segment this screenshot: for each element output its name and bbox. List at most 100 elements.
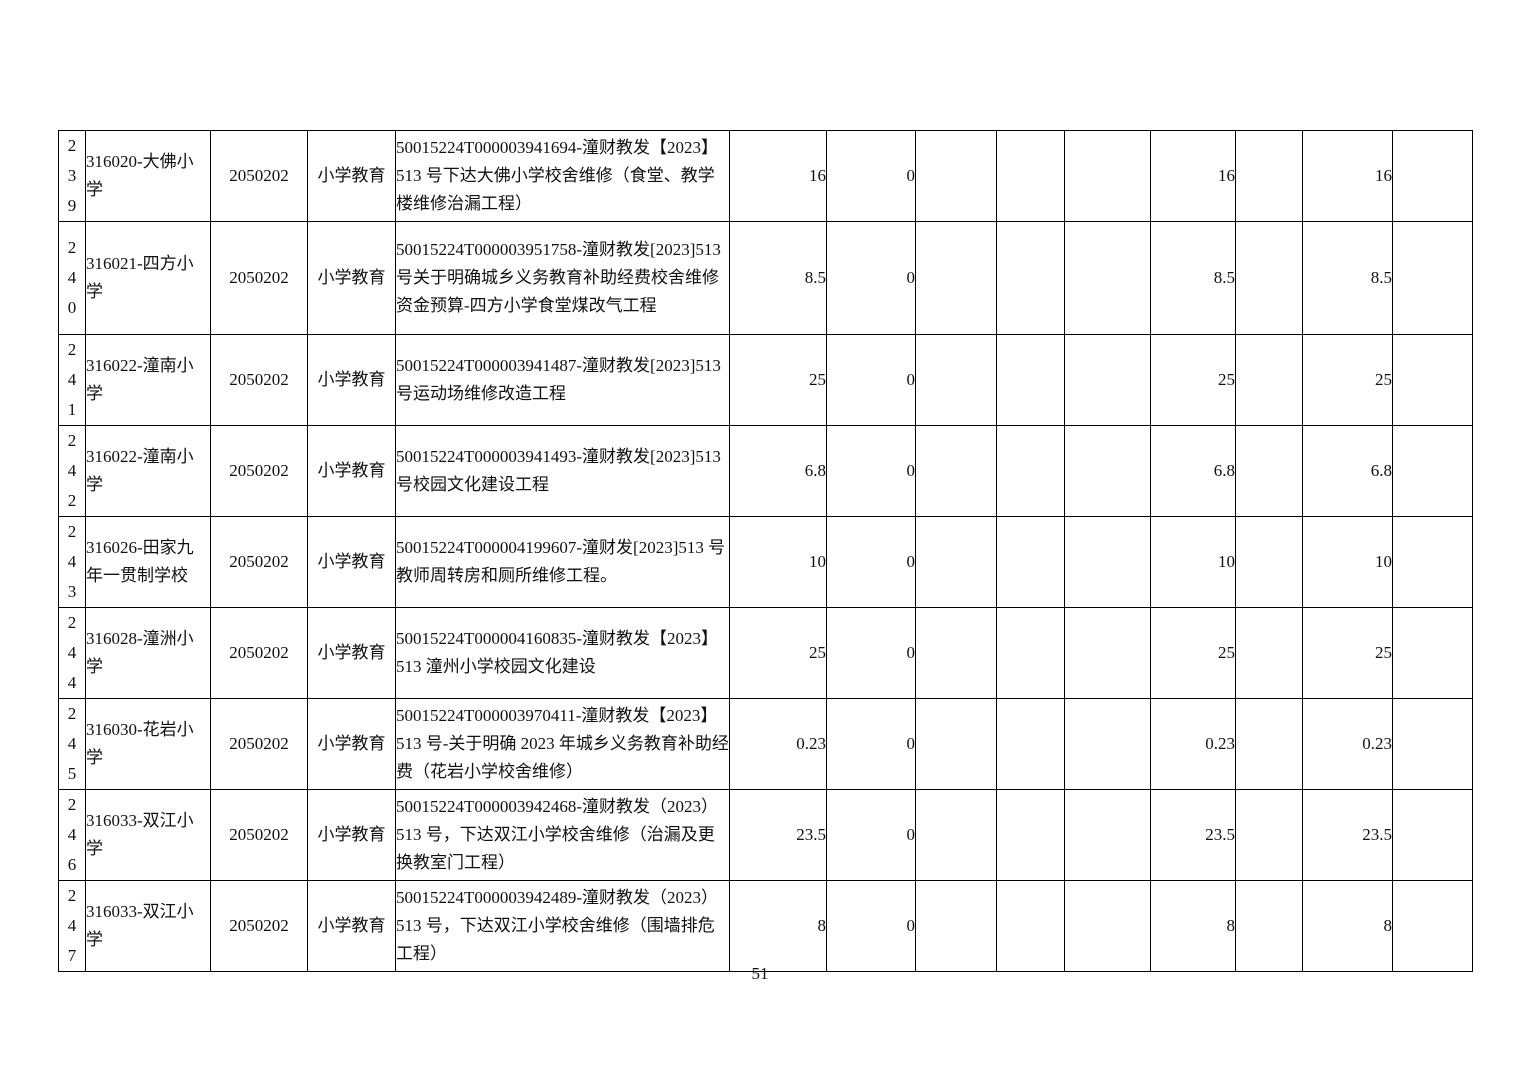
unit-name-cell: 316021-四方小学: [85, 221, 211, 335]
amount-cell: 10: [729, 516, 827, 608]
table-row: 241 316022-潼南小学 2050202 小学教育 50015224T00…: [58, 334, 1473, 426]
empty-cell: [996, 789, 1065, 881]
code-cell: 2050202: [210, 221, 308, 335]
table-row: 247 316033-双江小学 2050202 小学教育 50015224T00…: [58, 880, 1473, 972]
amount-cell: 8.5: [729, 221, 827, 335]
unit-name-cell: 316028-潼洲小学: [85, 607, 211, 699]
unit-name-cell: 316030-花岩小学: [85, 698, 211, 790]
empty-cell: [1235, 789, 1303, 881]
empty-cell: [1392, 698, 1473, 790]
empty-cell: [996, 880, 1065, 972]
row-number: 239: [67, 136, 77, 215]
empty-cell: [1235, 698, 1303, 790]
row-number: 245: [67, 704, 77, 783]
unit-name-cell: 316033-双江小学: [85, 880, 211, 972]
amount-cell: 8.5: [1302, 221, 1393, 335]
table-row: 239 316020-大佛小学 2050202 小学教育 50015224T00…: [58, 130, 1473, 222]
row-number-cell: 242: [58, 425, 86, 517]
empty-cell: [1235, 334, 1303, 426]
project-cell: 50015224T000004160835-潼财教发【2023】513 潼州小学…: [395, 607, 730, 699]
code-cell: 2050202: [210, 607, 308, 699]
table-row: 246 316033-双江小学 2050202 小学教育 50015224T00…: [58, 789, 1473, 881]
row-number-cell: 239: [58, 130, 86, 222]
empty-cell: [1064, 130, 1151, 222]
amount-cell: 25: [729, 607, 827, 699]
project-cell: 50015224T000003970411-潼财教发【2023】513 号-关于…: [395, 698, 730, 790]
row-number-cell: 243: [58, 516, 86, 608]
table-row: 245 316030-花岩小学 2050202 小学教育 50015224T00…: [58, 698, 1473, 790]
row-number-cell: 245: [58, 698, 86, 790]
project-cell: 50015224T000003941487-潼财教发[2023]513 号运动场…: [395, 334, 730, 426]
empty-cell: [915, 221, 997, 335]
category-cell: 小学教育: [307, 334, 396, 426]
code-cell: 2050202: [210, 698, 308, 790]
amount-cell: 25: [1150, 607, 1236, 699]
unit-name-cell: 316020-大佛小学: [85, 130, 211, 222]
code-cell: 2050202: [210, 880, 308, 972]
row-number: 244: [67, 613, 77, 692]
amount-cell: 8.5: [1150, 221, 1236, 335]
empty-cell: [1392, 880, 1473, 972]
empty-cell: [915, 698, 997, 790]
row-number: 241: [67, 340, 77, 419]
empty-cell: [915, 607, 997, 699]
empty-cell: [1064, 880, 1151, 972]
amount-cell: 0: [826, 789, 916, 881]
table-row: 242 316022-潼南小学 2050202 小学教育 50015224T00…: [58, 425, 1473, 517]
row-number: 240: [67, 238, 77, 317]
empty-cell: [1235, 607, 1303, 699]
budget-table: 239 316020-大佛小学 2050202 小学教育 50015224T00…: [58, 130, 1473, 972]
category-cell: 小学教育: [307, 516, 396, 608]
unit-name-cell: 316022-潼南小学: [85, 425, 211, 517]
amount-cell: 25: [1302, 334, 1393, 426]
amount-cell: 0: [826, 130, 916, 222]
empty-cell: [1392, 130, 1473, 222]
empty-cell: [915, 880, 997, 972]
amount-cell: 0: [826, 221, 916, 335]
project-cell: 50015224T000004199607-潼财发[2023]513 号教师周转…: [395, 516, 730, 608]
empty-cell: [1064, 425, 1151, 517]
empty-cell: [1392, 221, 1473, 335]
unit-name-cell: 316022-潼南小学: [85, 334, 211, 426]
category-cell: 小学教育: [307, 698, 396, 790]
row-number-cell: 240: [58, 221, 86, 335]
empty-cell: [1235, 880, 1303, 972]
amount-cell: 25: [1150, 334, 1236, 426]
empty-cell: [915, 334, 997, 426]
amount-cell: 0: [826, 607, 916, 699]
empty-cell: [915, 130, 997, 222]
category-cell: 小学教育: [307, 221, 396, 335]
row-number-cell: 246: [58, 789, 86, 881]
empty-cell: [996, 425, 1065, 517]
row-number: 247: [67, 886, 77, 965]
amount-cell: 23.5: [1150, 789, 1236, 881]
empty-cell: [1064, 221, 1151, 335]
empty-cell: [1235, 130, 1303, 222]
empty-cell: [996, 607, 1065, 699]
amount-cell: 25: [1302, 607, 1393, 699]
row-number: 243: [67, 522, 77, 601]
code-cell: 2050202: [210, 130, 308, 222]
row-number-cell: 247: [58, 880, 86, 972]
empty-cell: [996, 221, 1065, 335]
empty-cell: [996, 130, 1065, 222]
amount-cell: 16: [1150, 130, 1236, 222]
category-cell: 小学教育: [307, 789, 396, 881]
page-number: 51: [751, 964, 769, 983]
empty-cell: [1392, 607, 1473, 699]
category-cell: 小学教育: [307, 130, 396, 222]
row-number-cell: 241: [58, 334, 86, 426]
empty-cell: [1064, 698, 1151, 790]
amount-cell: 0.23: [1302, 698, 1393, 790]
amount-cell: 10: [1302, 516, 1393, 608]
amount-cell: 6.8: [1150, 425, 1236, 517]
empty-cell: [915, 789, 997, 881]
row-number-cell: 244: [58, 607, 86, 699]
empty-cell: [996, 334, 1065, 426]
amount-cell: 0: [826, 698, 916, 790]
category-cell: 小学教育: [307, 425, 396, 517]
project-cell: 50015224T000003941694-潼财教发【2023】513 号下达大…: [395, 130, 730, 222]
row-number: 242: [67, 431, 77, 510]
amount-cell: 16: [1302, 130, 1393, 222]
code-cell: 2050202: [210, 334, 308, 426]
